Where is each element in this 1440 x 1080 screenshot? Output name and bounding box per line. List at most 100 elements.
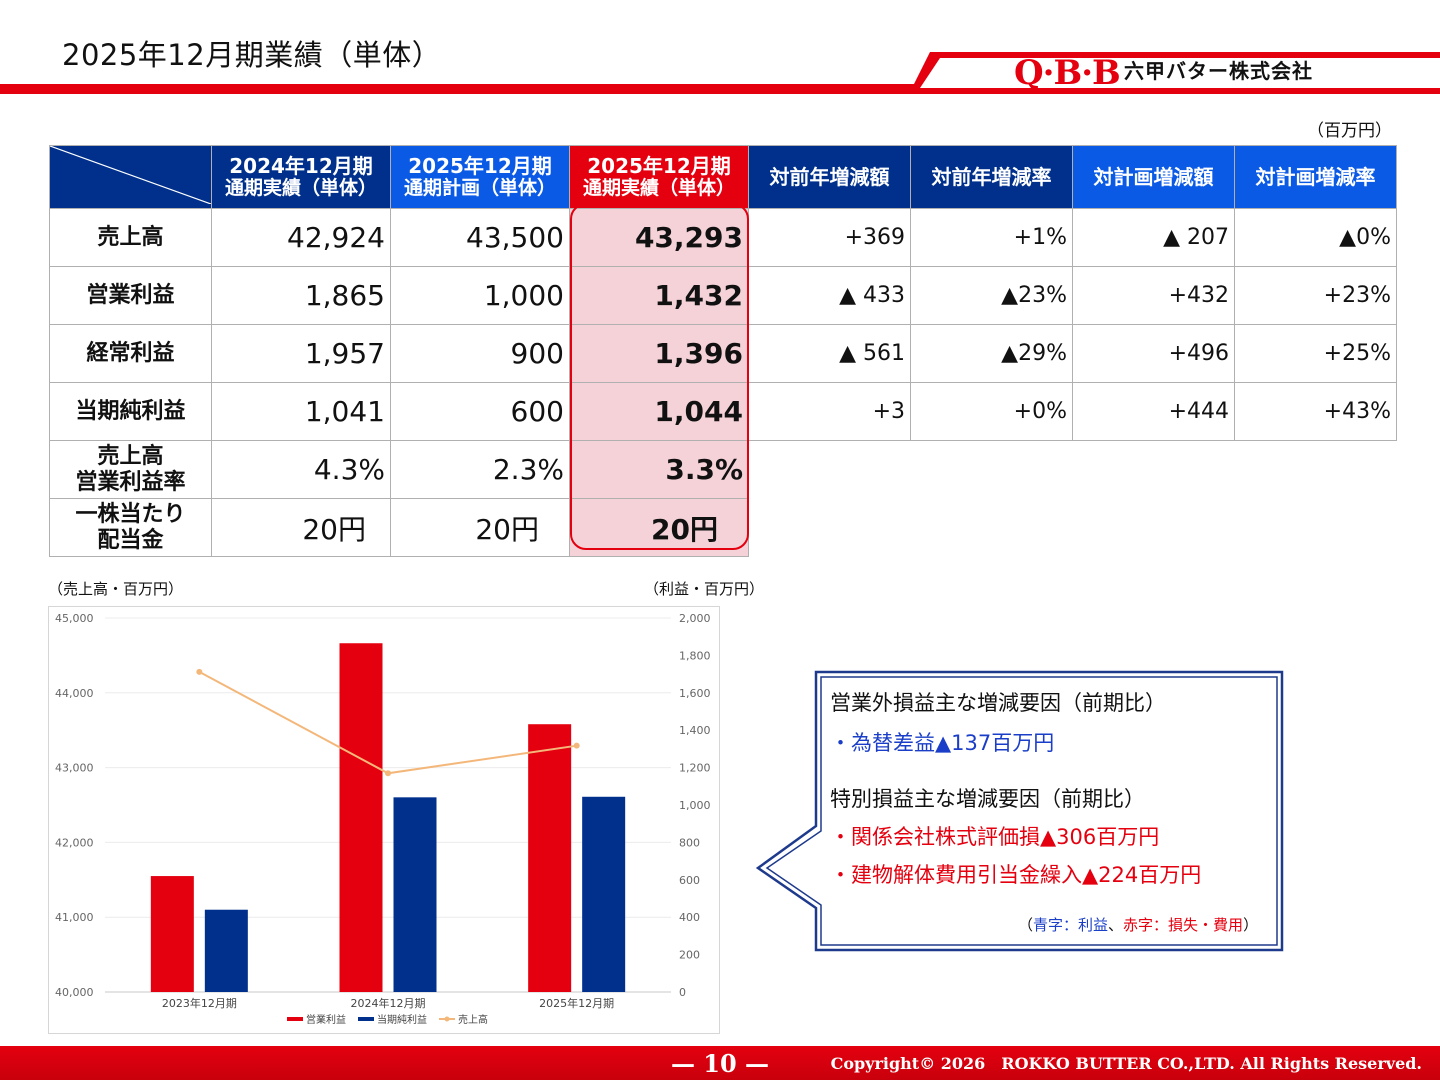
- sales-point: [385, 770, 391, 777]
- col-header-plan-diff: 対計画増減額: [1072, 145, 1235, 209]
- col-header-2025-actual: 2025年12月期 通期実績（単体）: [569, 145, 749, 209]
- table-cell: +0%: [910, 382, 1073, 441]
- table-cell: 1,865: [211, 266, 391, 325]
- bar-operating-profit: [339, 643, 383, 992]
- table-cell: 2.3%: [390, 440, 570, 499]
- table-cell: ▲0%: [1234, 208, 1397, 267]
- row-label: 当期純利益: [49, 382, 212, 441]
- header-red-band-right: [902, 88, 1440, 94]
- sales-line: [198, 670, 577, 775]
- y-right-tick-label: 2,000: [679, 612, 711, 625]
- footer-bar: [0, 1046, 1440, 1080]
- y-left-tick-label: 43,000: [55, 762, 94, 775]
- y-left-tick-label: 45,000: [55, 612, 94, 625]
- qbb-logo: Q·B·B: [1014, 53, 1121, 93]
- table-cell: 600: [390, 382, 570, 441]
- table-cell-current: 1,396: [569, 324, 749, 383]
- bar-net-income: [393, 797, 437, 992]
- col-header-2025-plan: 2025年12月期 通期計画（単体）: [390, 145, 570, 209]
- y-left-tick-label: 40,000: [55, 986, 94, 999]
- table-cell-current: 1,044: [569, 382, 749, 441]
- row-label: 売上高 営業利益率: [49, 440, 212, 499]
- company-name: 六甲バター株式会社: [1124, 59, 1313, 83]
- legend-swatch-dot: [444, 1016, 450, 1022]
- callout-item-impairment: ・関係会社株式評価損▲306百万円: [830, 825, 1160, 849]
- table-row-op-margin: 売上高 営業利益率 4.3% 2.3% 3.3%: [49, 440, 1397, 499]
- page-number: — 10 —: [670, 1049, 770, 1078]
- table-cell: +432: [1072, 266, 1235, 325]
- x-tick-label: 2023年12月期: [162, 996, 237, 1010]
- table-cell: +444: [1072, 382, 1235, 441]
- y-right-tick-label: 1,000: [679, 799, 711, 812]
- table-unit-label: （百万円）: [1307, 121, 1392, 141]
- y-left-tick-label: 41,000: [55, 911, 94, 924]
- sales-point: [573, 742, 580, 749]
- table-cell: +25%: [1234, 324, 1397, 383]
- table-cell: ▲ 207: [1072, 208, 1235, 267]
- table-cell: ▲ 561: [748, 324, 911, 383]
- x-tick-label: 2025年12月期: [539, 996, 614, 1010]
- empty-cell: [749, 499, 1397, 557]
- row-label: 一株当たり 配当金: [49, 498, 212, 557]
- y-right-tick-label: 600: [679, 874, 700, 887]
- callout-heading-extraordinary: 特別損益主な増減要因（前期比）: [830, 787, 1145, 811]
- page-title: 2025年12月期業績（単体）: [62, 38, 442, 72]
- y-right-tick-label: 1,800: [679, 649, 711, 662]
- y-right-tick-label: 1,600: [679, 687, 711, 700]
- callout-heading-non-operating: 営業外損益主な増減要因（前期比）: [830, 691, 1166, 715]
- callout-bubble: [755, 670, 1284, 952]
- table-cell: 1,957: [211, 324, 391, 383]
- table-cell: 20円: [390, 498, 570, 557]
- y-right-tick-label: 800: [679, 836, 700, 849]
- row-label: 経常利益: [49, 324, 212, 383]
- table-cell: +23%: [1234, 266, 1397, 325]
- copyright-text: Copyright© 2026 ROKKO BUTTER CO.,LTD. Al…: [830, 1054, 1422, 1073]
- chart-left-axis-unit: （売上高・百万円）: [48, 580, 184, 598]
- legend-swatch: [287, 1017, 303, 1021]
- diagonal-line-icon: [49, 145, 212, 205]
- table-cell: 1,000: [390, 266, 570, 325]
- table-cell-current: 3.3%: [569, 440, 749, 499]
- table-cell-current: 20円: [569, 498, 749, 557]
- table-row-net-income: 当期純利益 1,041 600 1,044 +3 +0% +444 +43%: [49, 382, 1397, 441]
- chart-canvas: 40,000 41,000 42,000 43,000 44,000 45,000 0 200…: [55, 612, 711, 1026]
- table-cell: ▲ 433: [748, 266, 911, 325]
- sales-point: [196, 668, 203, 675]
- table-cell: +3: [748, 382, 911, 441]
- table-cell: ▲29%: [910, 324, 1073, 383]
- table-row-dividend: 一株当たり 配当金 20円 20円 20円: [49, 498, 1397, 557]
- y-right-tick-label: 0: [679, 986, 686, 999]
- legend-label: 営業利益: [306, 1013, 346, 1026]
- table-cell: +43%: [1234, 382, 1397, 441]
- table-cell: +496: [1072, 324, 1235, 383]
- table-cell: 20円: [211, 498, 391, 557]
- legend-label: 当期純利益: [377, 1013, 427, 1026]
- table-cell: 900: [390, 324, 570, 383]
- table-cell: +369: [748, 208, 911, 267]
- empty-cell: [749, 441, 1397, 499]
- col-header-yoy-diff: 対前年増減額: [748, 145, 911, 209]
- callout-item-fx-gain: ・為替差益▲137百万円: [830, 731, 1055, 755]
- callout-item-demolition: ・建物解体費用引当金繰入▲224百万円: [830, 863, 1202, 887]
- row-label: 売上高: [49, 208, 212, 267]
- table-cell: ▲23%: [910, 266, 1073, 325]
- results-table: 2024年12月期 通期実績（単体） 2025年12月期 通期計画（単体） 2025…: [49, 145, 1397, 557]
- note-red: 赤字：損失・費用: [1123, 916, 1244, 934]
- bar-operating-profit: [528, 724, 572, 992]
- color-legend-note: （青字：利益、赤字：損失・費用）: [1018, 916, 1259, 934]
- performance-chart: 40,000 41,000 42,000 43,000 44,000 45,000 0 200…: [48, 606, 720, 1034]
- y-right-tick-label: 200: [679, 949, 700, 962]
- table-cell-current: 43,293: [569, 208, 749, 267]
- table-row-ordinary-profit: 経常利益 1,957 900 1,396 ▲ 561 ▲29% +496 +25…: [49, 324, 1397, 383]
- table-header-row: 2024年12月期 通期実績（単体） 2025年12月期 通期計画（単体） 2025…: [49, 145, 1397, 209]
- y-right-tick-label: 1,400: [679, 724, 711, 737]
- table-cell: 42,924: [211, 208, 391, 267]
- bar-net-income: [582, 796, 626, 992]
- header-red-band-left: [0, 84, 916, 94]
- table-row-net-sales: 売上高 42,924 43,500 43,293 +369 +1% ▲ 207 …: [49, 208, 1397, 267]
- table-cell: 4.3%: [211, 440, 391, 499]
- col-header-2024-actual: 2024年12月期 通期実績（単体）: [211, 145, 391, 209]
- legend-label: 売上高: [458, 1013, 488, 1026]
- bar-net-income: [204, 909, 248, 992]
- col-header-yoy-rate: 対前年増減率: [910, 145, 1073, 209]
